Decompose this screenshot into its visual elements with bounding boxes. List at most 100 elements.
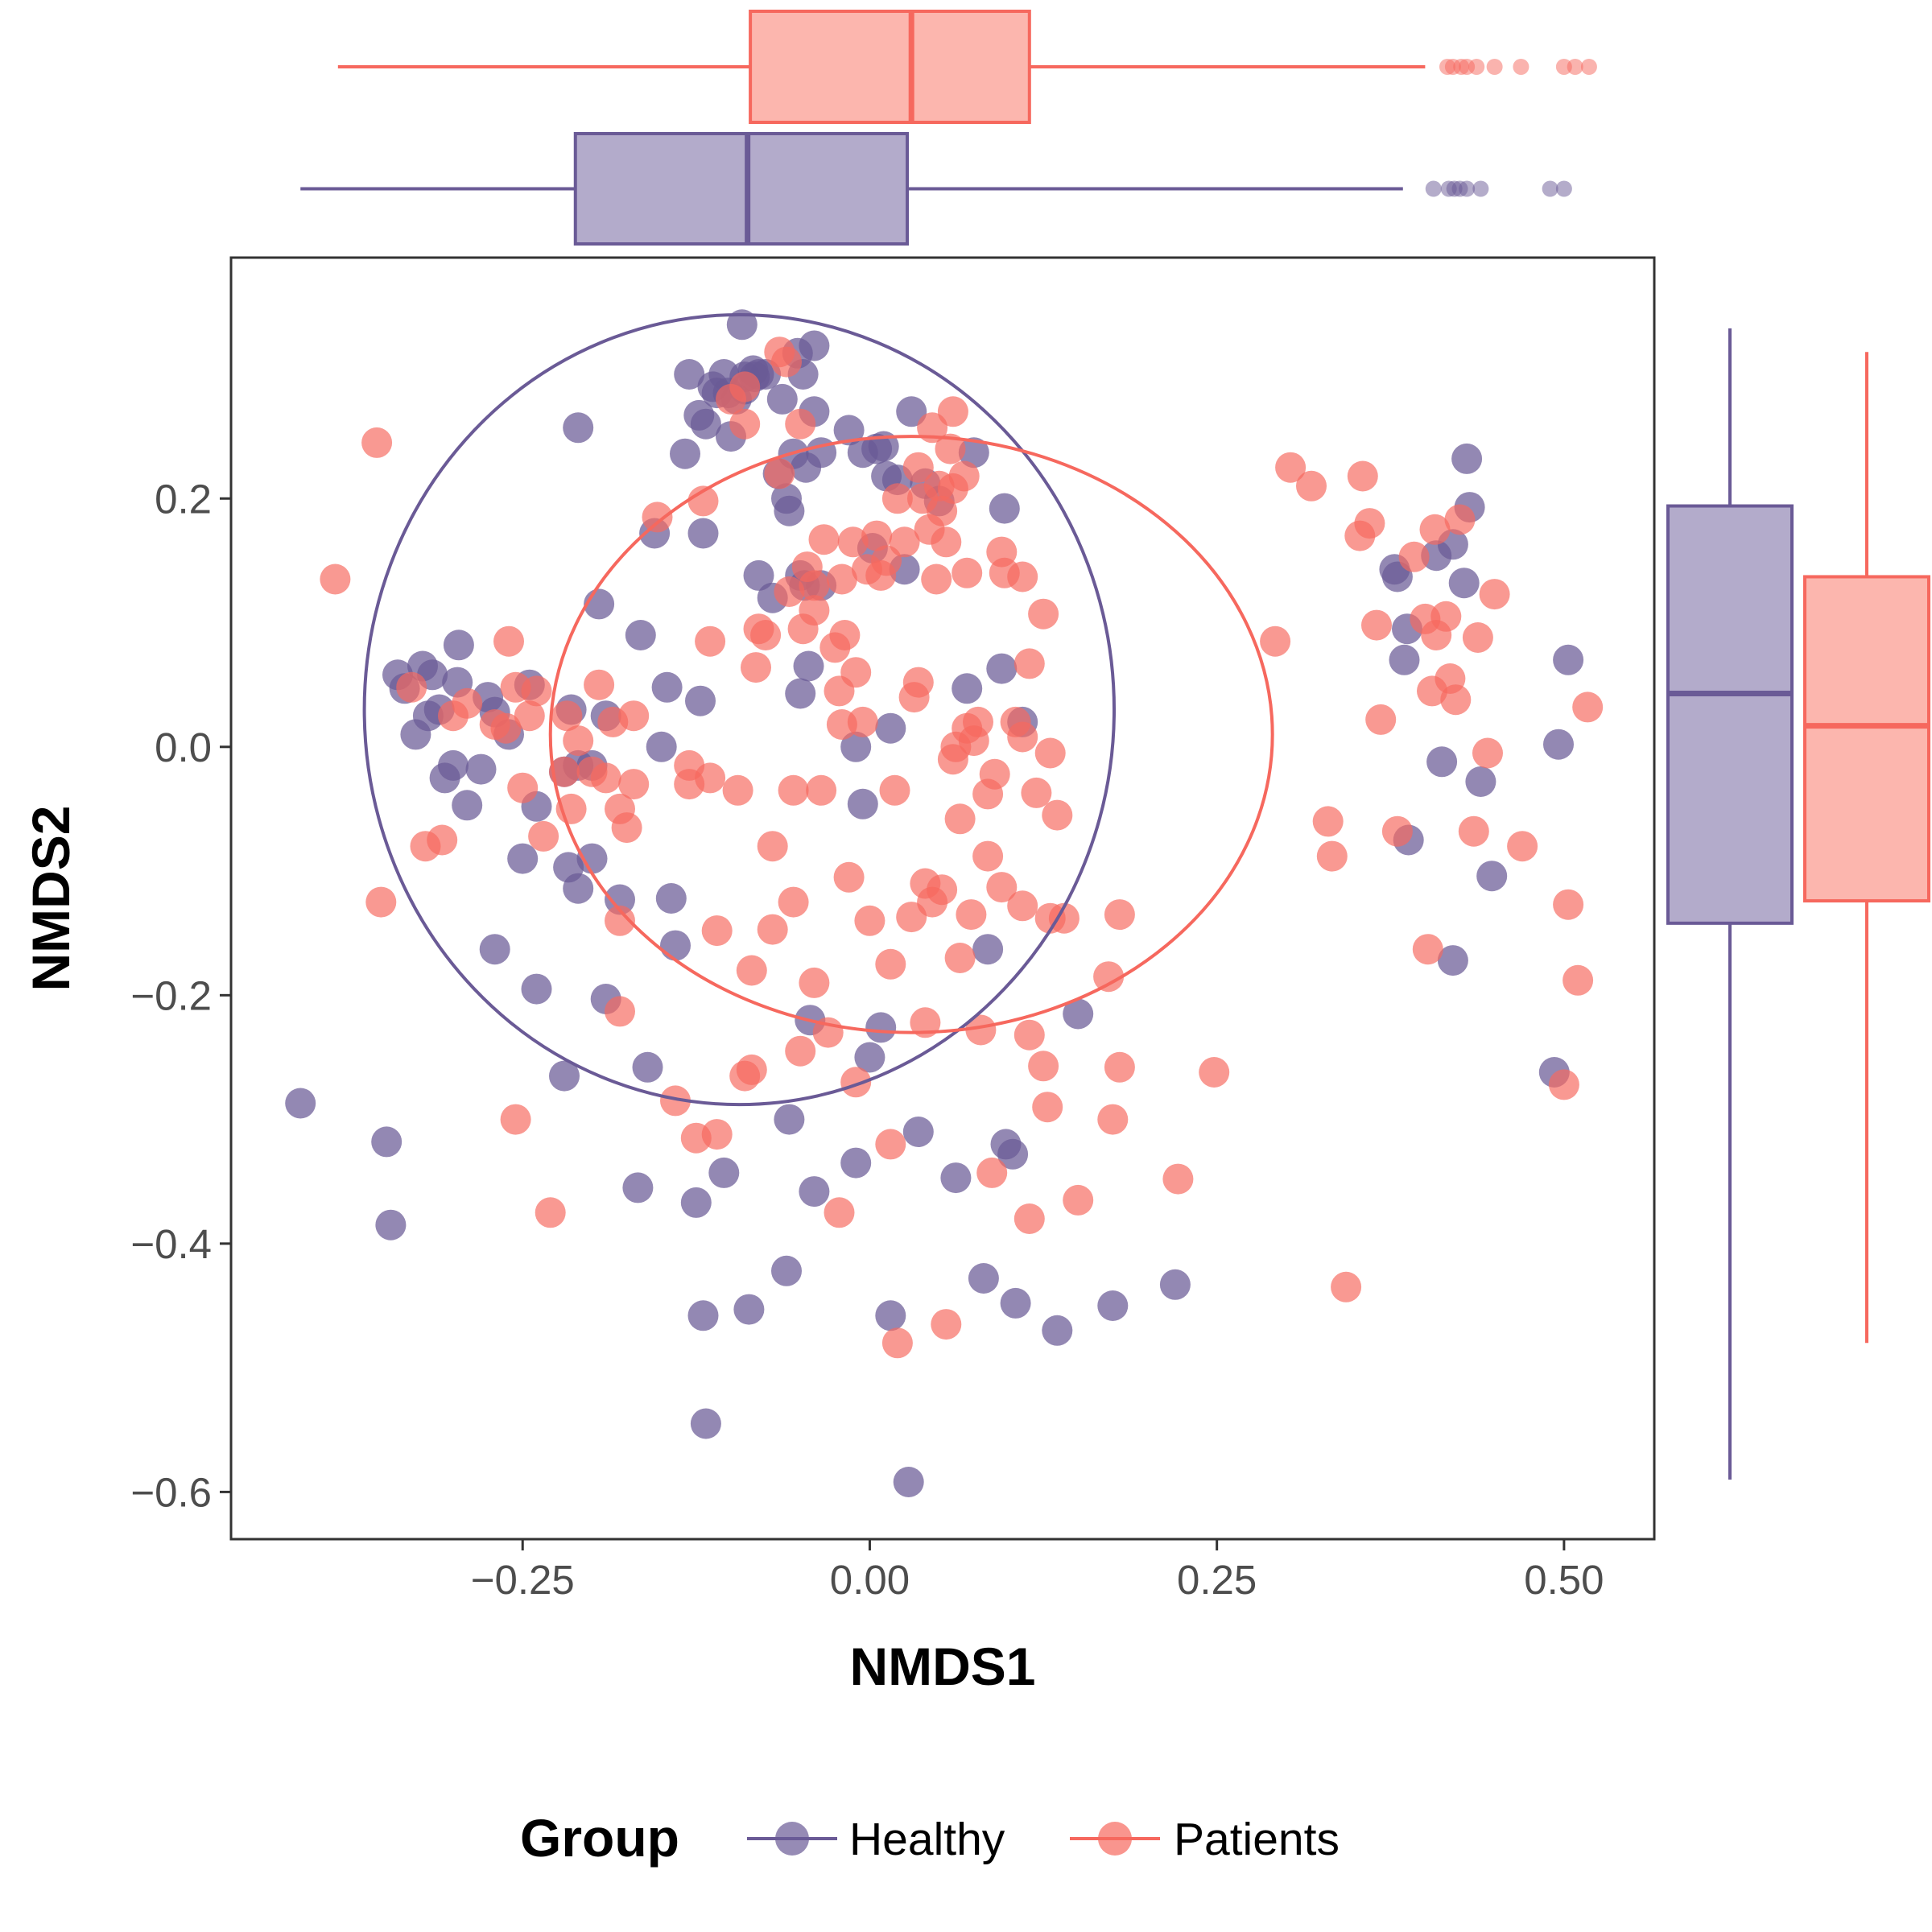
point-patients-178 [1548,1069,1579,1100]
point-patients-102 [921,564,952,595]
point-healthy-123 [1063,998,1094,1030]
point-patients-56 [771,346,802,378]
point-patients-152 [1275,452,1307,483]
top-marginal-boxplot [300,10,1597,246]
point-healthy-14 [452,790,483,821]
point-healthy-23 [521,973,552,1005]
point-patients-154 [1312,806,1344,837]
point-patients-123 [972,840,1004,872]
point-patients-114 [944,803,976,835]
point-patients-58 [778,886,809,918]
point-patients-5 [427,824,458,856]
point-healthy-119 [997,1138,1029,1170]
point-patients-115 [948,460,980,492]
point-healthy-112 [952,673,983,704]
point-patients-150 [1199,1057,1230,1088]
top-outlier-patients-4 [1468,59,1485,75]
point-healthy-136 [1451,443,1483,474]
y-axis: 0.2 0.0 −0.2 −0.4 −0.6 [130,476,231,1515]
point-patients-40 [701,915,733,947]
point-patients-167 [1419,514,1451,545]
point-patients-94 [902,667,934,698]
point-healthy-49 [685,685,716,716]
point-patients-0 [320,564,351,595]
point-patients-90 [881,1327,913,1359]
point-healthy-114 [968,1263,999,1294]
point-patients-37 [687,485,719,517]
point-patients-118 [956,899,987,931]
scatter-points [285,309,1604,1497]
point-healthy-36 [605,884,635,915]
point-patients-161 [1365,704,1397,735]
point-patients-15 [521,675,552,707]
point-healthy-68 [743,559,774,591]
point-healthy-139 [1476,861,1508,892]
point-patients-174 [1462,622,1493,653]
point-patients-13 [507,772,539,803]
point-patients-181 [1572,691,1604,723]
top-outlier-healthy-5 [1472,180,1489,197]
point-patients-44 [729,371,761,402]
x-tick-label-2: 0.25 [1177,1557,1257,1603]
point-patients-41 [701,1119,733,1150]
point-patients-139 [1032,1092,1063,1123]
point-patients-91 [889,526,920,558]
point-patients-153 [1296,470,1327,502]
point-patients-64 [799,570,830,601]
point-patients-2 [365,886,397,918]
point-healthy-50 [687,1300,719,1331]
point-patients-48 [736,955,767,986]
point-healthy-37 [622,1172,654,1203]
point-patients-138 [1028,598,1059,630]
point-healthy-51 [687,518,719,549]
point-patients-46 [729,408,761,440]
point-patients-132 [1013,1019,1045,1051]
point-patients-72 [824,1197,855,1228]
point-healthy-13 [443,630,474,661]
point-patients-180 [1563,964,1594,996]
point-patients-144 [1063,1184,1094,1216]
point-patients-124 [976,1157,1008,1188]
point-patients-177 [1507,831,1538,862]
point-patients-29 [611,812,642,844]
point-patients-88 [875,1129,906,1160]
y-tick-label-2: −0.2 [130,972,212,1018]
point-patients-78 [840,657,872,688]
point-healthy-15 [465,753,497,785]
point-healthy-76 [774,1104,805,1135]
point-patients-107 [931,1309,962,1340]
point-patients-173 [1458,815,1489,847]
y-axis-title: NMDS2 [21,805,80,991]
point-patients-160 [1361,609,1392,641]
point-healthy-99 [865,1012,897,1043]
point-patients-175 [1472,737,1503,769]
point-patients-172 [1444,504,1476,535]
point-healthy-18 [479,934,510,965]
point-patients-98 [910,1007,941,1038]
point-patients-169 [1430,601,1462,632]
point-patients-65 [799,595,830,626]
x-tick-label-0: −0.25 [471,1557,575,1603]
point-healthy-75 [771,1255,802,1286]
point-patients-120 [963,706,993,737]
point-patients-12 [500,1104,531,1135]
point-healthy-128 [1389,644,1420,675]
top-outlier-patients-9 [1580,59,1597,75]
legend-key-patients [1070,1822,1160,1856]
point-patients-159 [1354,508,1385,539]
point-patients-52 [757,831,788,862]
top-outlier-patients-7 [1555,59,1572,75]
point-healthy-42 [651,671,683,703]
right-box-healthy [1666,504,1794,925]
point-patients-105 [927,874,958,906]
point-patients-61 [785,1035,816,1067]
point-patients-23 [584,669,615,700]
legend-key-healthy [747,1822,837,1856]
point-patients-32 [642,502,673,533]
top-box-patients [749,10,1031,124]
point-patients-24 [590,762,621,794]
point-patients-16 [528,820,559,852]
point-patients-74 [826,564,857,595]
point-healthy-79 [785,678,816,709]
point-patients-87 [879,774,910,806]
